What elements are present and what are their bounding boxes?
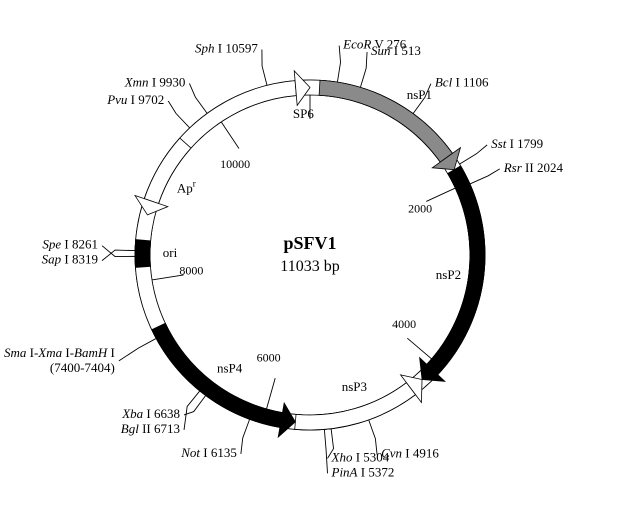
site-leader	[168, 101, 189, 128]
site-label: Cvn I 4916	[381, 446, 439, 461]
feature-label-Apr: Apr	[177, 179, 196, 196]
site-label: Not I 6135	[180, 445, 237, 460]
site-label: Pvu I 9702	[106, 92, 164, 107]
site-leader	[184, 391, 200, 430]
scale-tick	[426, 188, 455, 201]
site-leader	[324, 429, 327, 473]
site-label: Sun I 513	[371, 43, 421, 58]
site-leader	[360, 52, 367, 87]
scale-tick	[407, 338, 431, 359]
site-label: Xmn I 9930	[124, 74, 186, 89]
feature-label-nsP4: nsP4	[217, 361, 243, 376]
site-leader	[460, 145, 488, 164]
site-label: Sph I 10597	[195, 40, 258, 55]
feature-SP6-head	[294, 71, 310, 105]
feature-ori	[135, 240, 151, 268]
site-label: Sst I 1799	[491, 136, 543, 151]
plasmid-map: SP6 nsP1 nsP2 nsP3 nsP4 ori Apr 2000 4000 6000 800…	[0, 0, 629, 510]
mcs-label-line1: Sma I-Xma I-BamH I	[4, 345, 115, 360]
feature-label-ori: ori	[163, 245, 178, 260]
scale-label: 8000	[179, 264, 203, 278]
site-label: Xba I 6638	[121, 406, 180, 421]
feature-label-nsP3: nsP3	[342, 379, 367, 394]
feature-label-nsP2: nsP2	[436, 267, 461, 282]
site-leader	[241, 419, 250, 454]
site-label: Rsr II 2024	[503, 160, 564, 175]
site-leader	[189, 83, 207, 113]
feature-label-nsP1: nsP1	[407, 87, 432, 102]
feature-nsP1	[319, 80, 452, 162]
scale-label: 2000	[408, 202, 432, 216]
feature-nsP4-head	[278, 403, 295, 437]
plasmid-size: 11033 bp	[280, 258, 339, 275]
scale-tick	[221, 122, 239, 149]
scale-label: 10000	[220, 157, 250, 171]
site-label: Bgl II 6713	[121, 421, 180, 436]
scale-label: 4000	[392, 317, 416, 331]
site-label: Bcl I 1106	[435, 75, 489, 90]
site-label: Sap I 8319	[42, 252, 98, 267]
site-leader	[102, 250, 135, 261]
site-label: PinA I 5372	[331, 464, 395, 479]
site-leader	[470, 169, 500, 184]
plasmid-name: pSFV1	[283, 233, 336, 253]
center-layer: pSFV1 11033 bp	[280, 233, 339, 275]
site-label: Spe I 8261	[42, 237, 98, 252]
scale-label: 6000	[257, 351, 281, 365]
site-leader	[262, 50, 267, 86]
site-leader	[102, 246, 135, 257]
mcs-leader	[119, 338, 156, 360]
mcs-label-line2: (7400-7404)	[50, 360, 115, 375]
feature-label-SP6: SP6	[293, 106, 314, 121]
scale-tick	[266, 378, 275, 409]
site-leader	[184, 396, 206, 415]
site-label: Xho I 5304	[331, 449, 390, 464]
site-leader	[337, 46, 340, 83]
